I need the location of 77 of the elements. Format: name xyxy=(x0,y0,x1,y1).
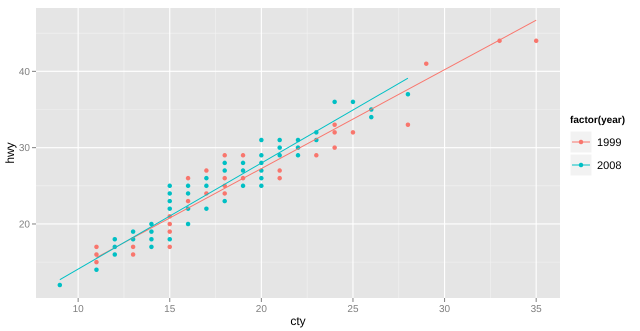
point xyxy=(350,100,356,104)
point xyxy=(369,114,374,120)
point xyxy=(167,244,172,250)
point xyxy=(186,176,190,180)
point xyxy=(240,153,246,158)
point xyxy=(534,38,538,44)
point xyxy=(259,184,264,188)
x-tick-label: 10 xyxy=(72,304,84,315)
point xyxy=(94,244,99,250)
point xyxy=(332,130,337,135)
point xyxy=(332,100,337,104)
x-tick-label: 30 xyxy=(439,304,451,315)
point xyxy=(240,184,246,188)
point xyxy=(259,153,264,158)
x-tick-label: 20 xyxy=(256,304,268,315)
point xyxy=(167,236,172,242)
y-axis-title: hwy xyxy=(3,142,17,164)
point xyxy=(167,206,172,211)
point xyxy=(350,130,356,135)
point xyxy=(112,236,118,242)
point xyxy=(314,153,319,158)
point xyxy=(149,222,154,226)
point xyxy=(332,145,337,150)
point xyxy=(222,198,227,204)
y-tick-label: 30 xyxy=(18,143,30,154)
y-tick-label: 40 xyxy=(18,66,30,78)
point xyxy=(277,168,282,173)
point xyxy=(406,122,410,128)
point xyxy=(186,184,190,188)
point xyxy=(167,191,172,196)
point xyxy=(332,122,337,128)
point xyxy=(406,92,410,96)
point xyxy=(296,153,300,158)
point xyxy=(167,222,172,226)
point xyxy=(277,145,282,150)
point xyxy=(186,222,190,226)
point xyxy=(240,168,246,173)
legend-label: 2008 xyxy=(597,160,622,172)
point xyxy=(204,184,209,188)
point xyxy=(130,252,136,257)
point xyxy=(130,229,136,234)
point xyxy=(277,176,282,180)
point xyxy=(277,138,282,142)
point xyxy=(240,160,246,166)
point xyxy=(277,153,282,158)
point xyxy=(94,260,99,264)
point xyxy=(130,244,136,250)
point xyxy=(186,191,190,196)
point xyxy=(112,252,118,257)
point xyxy=(222,153,227,158)
point xyxy=(149,229,154,234)
point xyxy=(259,176,264,180)
point xyxy=(94,268,99,272)
point xyxy=(222,168,227,173)
y-tick-label: 20 xyxy=(18,219,30,230)
legend-label: 1999 xyxy=(597,137,622,149)
x-tick-label: 35 xyxy=(530,304,542,315)
point xyxy=(186,198,190,204)
point xyxy=(204,206,209,211)
point xyxy=(222,191,227,196)
point xyxy=(58,282,62,288)
x-axis-title: cty xyxy=(290,314,306,328)
point xyxy=(167,184,172,188)
x-tick-label: 15 xyxy=(164,304,176,315)
point xyxy=(222,160,227,166)
point xyxy=(204,168,209,173)
point xyxy=(204,176,209,180)
point xyxy=(424,61,429,66)
point xyxy=(94,252,99,257)
x-tick-label: 25 xyxy=(347,304,359,315)
point xyxy=(259,138,264,142)
point xyxy=(149,244,154,250)
point xyxy=(222,176,227,180)
point xyxy=(167,198,172,204)
legend-title: factor(year) xyxy=(570,115,626,126)
point xyxy=(149,236,154,242)
point xyxy=(167,229,172,234)
